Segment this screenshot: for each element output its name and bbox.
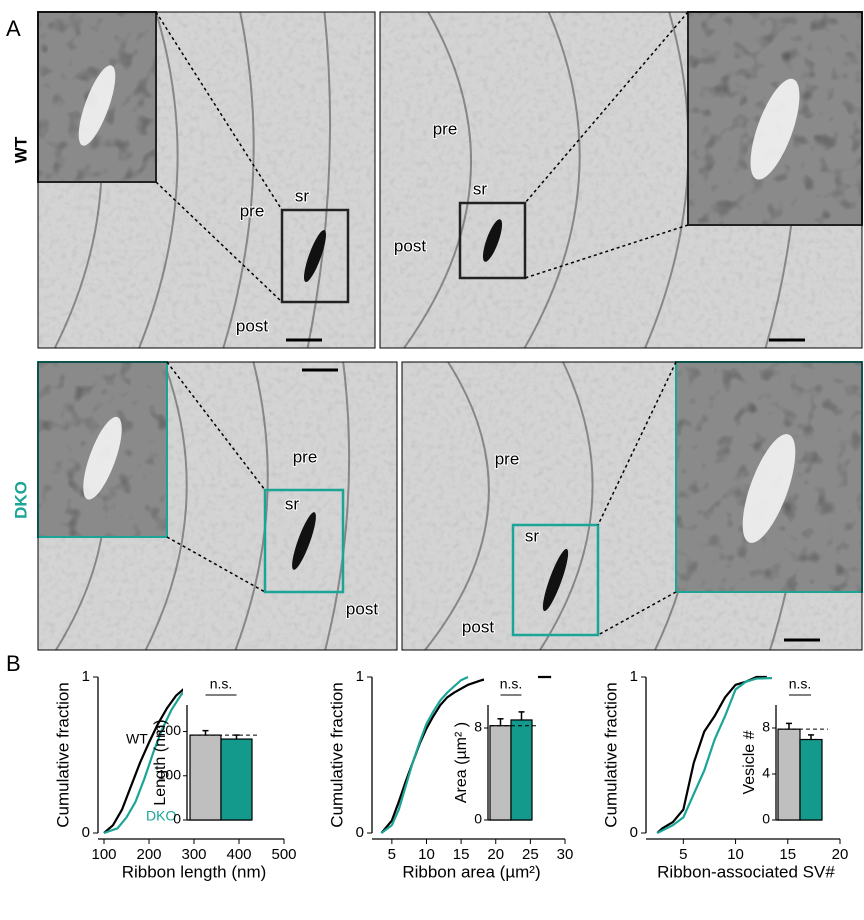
y-axis-label: Cumulative fraction xyxy=(53,682,72,828)
structure-label: pre xyxy=(240,201,265,220)
inset-y-tick-label: 8 xyxy=(474,719,482,735)
x-tick-label: 30 xyxy=(557,846,574,863)
y-tick-label: 1 xyxy=(82,668,90,685)
inset-y-tick-label: 8 xyxy=(762,719,770,735)
x-tick-label: 200 xyxy=(136,846,161,863)
x-tick-label: 300 xyxy=(181,846,206,863)
structure-label: pre xyxy=(293,447,318,466)
x-tick-label: 5 xyxy=(388,846,396,863)
inset-bar xyxy=(511,720,532,820)
structure-label: sr xyxy=(473,179,488,198)
x-tick-label: 500 xyxy=(271,846,296,863)
x-axis-label: Ribbon-associated SV# xyxy=(657,862,835,881)
inset-y-tick-label: 4 xyxy=(762,765,770,781)
structure-label: sr xyxy=(285,494,300,513)
inset-y-tick-label: 0 xyxy=(762,811,770,827)
y-tick-label: 0 xyxy=(630,824,638,841)
structure-label: post xyxy=(346,599,378,618)
x-tick-label: 20 xyxy=(832,846,849,863)
inset-y-label: Area (µm² ) xyxy=(453,722,470,803)
figure: A B WT DKO presrpostpresrpostpresrpostpr… xyxy=(0,0,864,915)
x-tick-label: 15 xyxy=(453,846,470,863)
inset-y-label: Length (nm) xyxy=(152,719,169,805)
inset-y-tick-label: 0 xyxy=(173,811,181,827)
structure-label: pre xyxy=(433,119,458,138)
x-tick-label: 400 xyxy=(226,846,251,863)
inset-bar xyxy=(190,735,221,820)
structure-label: sr xyxy=(295,186,310,205)
x-tick-label: 100 xyxy=(91,846,116,863)
inset-bar xyxy=(490,726,511,820)
x-tick-label: 10 xyxy=(418,846,435,863)
y-axis-label: Cumulative fraction xyxy=(327,682,346,828)
micrographs: pre sr post pre sr post pre sr post pre sr post xyxy=(38,12,862,650)
genotype-label: WT xyxy=(11,136,30,163)
inset-bar xyxy=(221,739,252,820)
series-label: DKO xyxy=(146,808,176,824)
y-tick-label: 1 xyxy=(630,668,638,685)
y-tick-label: 0 xyxy=(82,824,90,841)
inset-bar xyxy=(778,729,800,820)
panel-label: A xyxy=(6,16,21,41)
x-tick-label: 5 xyxy=(679,846,687,863)
significance-label: n.s. xyxy=(500,676,523,692)
structure-label: post xyxy=(394,236,426,255)
structure-label: pre xyxy=(495,449,520,468)
significance-label: n.s. xyxy=(210,676,233,692)
y-tick-label: 1 xyxy=(356,668,364,685)
structure-label: post xyxy=(462,617,494,636)
inset-bar xyxy=(800,740,822,821)
structure-label: sr xyxy=(525,526,540,545)
x-tick-label: 15 xyxy=(779,846,796,863)
y-tick-label: 0 xyxy=(356,824,364,841)
y-axis-label: Cumulative fraction xyxy=(601,682,620,828)
inset-y-tick-label: 0 xyxy=(474,811,482,827)
structure-label: post xyxy=(236,316,268,335)
x-tick-label: 25 xyxy=(522,846,539,863)
series-label: WT xyxy=(126,731,148,747)
x-axis-label: Ribbon area (µm²) xyxy=(402,862,540,881)
x-axis-label: Ribbon length (nm) xyxy=(122,862,267,881)
x-tick-label: 10 xyxy=(727,846,744,863)
genotype-label: DKO xyxy=(11,481,30,519)
inset-y-label: Vesicle # xyxy=(741,730,758,794)
x-tick-label: 20 xyxy=(487,846,504,863)
panel-label: B xyxy=(6,651,21,676)
significance-label: n.s. xyxy=(789,676,812,692)
